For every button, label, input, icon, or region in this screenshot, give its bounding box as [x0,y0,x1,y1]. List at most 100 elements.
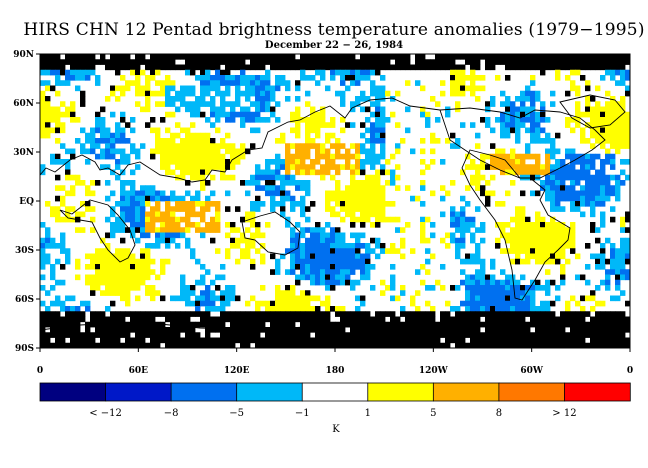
grid-cell [170,227,176,233]
grid-cell [435,101,441,107]
grid-cell [485,59,491,65]
grid-cell [495,306,501,312]
grid-cell [575,111,581,118]
grid-cell [240,59,246,65]
grid-cell [445,316,451,323]
grid-cell [360,342,366,349]
grid-cell [450,237,456,244]
grid-cell [90,138,96,144]
grid-cell [515,243,521,249]
grid-cell [200,216,206,223]
grid-cell [525,143,531,149]
grid-cell [625,274,631,281]
grid-cell [205,159,211,165]
grid-cell [545,332,551,338]
grid-cell [140,106,146,113]
grid-cell [540,306,546,312]
grid-cell [75,337,81,344]
grid-cell [320,258,326,265]
grid-cell [420,264,426,270]
grid-cell [65,327,71,333]
grid-cell [250,180,256,186]
grid-cell [375,190,381,197]
grid-cell [430,59,436,65]
grid-cell [45,85,51,92]
grid-cell [615,174,621,181]
grid-cell [590,174,596,181]
grid-cell [300,201,306,207]
grid-cell [85,264,91,270]
grid-cell [350,264,356,270]
grid-cell [365,159,371,165]
grid-cell [145,232,151,239]
grid-cell [450,180,456,186]
grid-cell [515,216,521,223]
grid-cell [340,232,346,239]
grid-cell [105,153,111,160]
grid-cell [255,232,261,239]
grid-cell [150,69,156,76]
grid-cell [120,201,126,207]
grid-cell [260,253,266,260]
grid-cell [45,111,51,118]
grid-cell [80,300,86,307]
grid-cell [520,285,526,291]
grid-cell [205,180,211,186]
grid-cell [190,159,196,165]
grid-cell [115,332,121,338]
grid-cell [90,285,96,291]
grid-cell [590,306,596,312]
grid-cell [130,216,136,223]
grid-cell [190,174,196,181]
grid-cell [535,258,541,265]
grid-cell [530,248,536,254]
grid-cell [465,216,471,223]
grid-cell [255,174,261,181]
grid-cell [55,117,61,123]
grid-cell [70,316,76,323]
grid-cell [540,285,546,291]
grid-cell [455,222,461,228]
grid-cell [475,227,481,233]
grid-cell [600,106,606,113]
grid-cell [605,138,611,144]
grid-cell [220,90,226,97]
grid-cell [530,138,536,144]
lat-tick-label: 60N [13,99,34,109]
grid-cell [520,274,526,281]
grid-cell [355,101,361,107]
grid-cell [610,127,616,134]
grid-cell [235,96,241,102]
grid-cell [335,59,341,65]
grid-cell [590,185,596,191]
grid-cell [535,222,541,228]
grid-cell [230,80,236,86]
grid-cell [145,190,151,197]
grid-cell [425,111,431,118]
grid-cell [615,253,621,260]
grid-cell [95,332,101,338]
grid-cell [615,342,621,349]
grid-cell [330,258,336,265]
grid-cell [285,290,291,296]
grid-cell [220,295,226,302]
grid-cell [460,216,466,223]
grid-cell [340,64,346,71]
grid-cell [355,321,361,328]
grid-cell [90,279,96,286]
grid-cell [345,190,351,197]
grid-cell [335,185,341,191]
grid-cell [115,321,121,328]
grid-cell [610,101,616,107]
grid-cell [215,211,221,218]
grid-cell [555,201,561,207]
grid-cell [155,216,161,223]
grid-cell [510,106,516,113]
grid-cell [175,222,181,228]
grid-cell [210,290,216,296]
grid-cell [300,148,306,155]
grid-cell [530,101,536,107]
grid-cell [55,64,61,71]
grid-cell [75,138,81,144]
grid-cell [60,80,66,86]
